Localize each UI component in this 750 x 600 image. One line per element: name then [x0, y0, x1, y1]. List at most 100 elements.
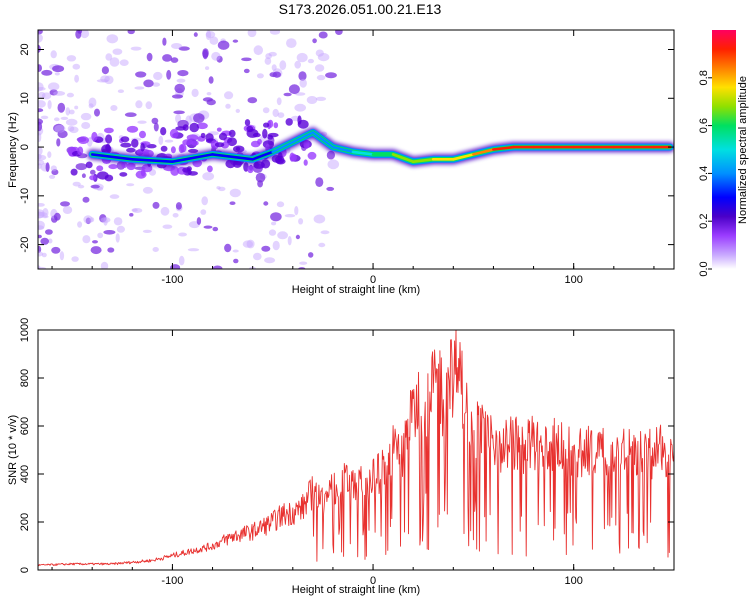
spectrogram-speckle [294, 60, 302, 69]
spectrogram-speckle [295, 234, 300, 240]
spectrogram-speckle [270, 212, 282, 222]
spectrogram-ridge-segment [291, 131, 315, 144]
spectrogram-speckle [272, 71, 281, 78]
spectrogram-speckle [80, 112, 92, 121]
spectrogram-speckle [279, 60, 287, 71]
spectrogram-speckle [178, 144, 185, 154]
spectrogram-speckle [81, 122, 91, 129]
spectrogram-speckle [66, 92, 74, 98]
spectrogram-speckle [263, 201, 269, 206]
spectrogram-speckle [246, 125, 254, 132]
spectrogram-speckle [97, 232, 104, 239]
spectrogram-speckle [173, 110, 185, 115]
spectrogram-speckle [315, 177, 324, 188]
spectrogram-speckle [176, 78, 186, 83]
colorbar-gradient [712, 30, 736, 269]
spectrogram-speckle [273, 122, 279, 129]
spectrogram-y-tick-label: 0 [19, 144, 31, 150]
spectrogram-speckle [200, 132, 206, 139]
spectrogram-speckle [217, 40, 230, 50]
spectrogram-speckle [315, 96, 327, 101]
spectrogram-speckle [74, 105, 79, 110]
spectrogram-speckle [203, 225, 213, 229]
spectrogram-speckle [187, 248, 200, 252]
spectrogram-speckle [38, 33, 43, 43]
spectrogram-speckle [38, 121, 43, 132]
spectrogram-speckle [115, 233, 120, 243]
spectrogram-speckle [129, 213, 134, 217]
spectrogram-speckle [210, 140, 219, 150]
spectrogram-y-tick-label: 10 [19, 92, 31, 104]
spectrogram-speckle [188, 148, 199, 153]
spectrogram-speckle [54, 72, 60, 76]
spectrogram-speckle [252, 252, 262, 261]
spectrogram-speckle [162, 224, 173, 229]
spectrogram-speckle [166, 69, 172, 80]
spectrogram-speckle [82, 235, 91, 244]
spectrogram-noise [38, 30, 343, 269]
spectrogram-speckle [38, 64, 42, 72]
spectrogram-speckle [200, 209, 207, 215]
spectrogram-speckle [255, 172, 266, 183]
spectrogram-speckle [65, 118, 78, 126]
spectrogram-speckle [178, 255, 185, 266]
spectrogram-ridge-segment [131, 158, 174, 163]
spectrogram-speckle [261, 245, 271, 252]
spectrogram-speckle [160, 127, 167, 136]
spectrogram-speckle [297, 115, 302, 125]
spectrogram-speckle [92, 240, 98, 244]
spectrogram-speckle [104, 127, 114, 134]
spectrogram-speckle [65, 107, 71, 116]
spectrogram-speckle [38, 251, 44, 257]
snr-content [38, 330, 674, 567]
spectrogram-ridge-segment [90, 153, 134, 161]
spectrogram-speckle [54, 117, 60, 122]
spectrogram-speckle [170, 57, 179, 63]
spectrogram-speckle [294, 206, 299, 216]
spectrogram-ridge-segment [311, 131, 335, 149]
spectrogram-y-tick-label: -20 [19, 237, 31, 253]
spectrogram-speckle [106, 34, 119, 44]
spectrogram-speckle [110, 105, 118, 111]
spectrogram-speckle [153, 71, 163, 81]
spectrogram-speckle [38, 132, 42, 142]
spectrogram-speckle [243, 68, 250, 74]
spectrogram-speckle [244, 119, 251, 126]
colorbar-tick-label: 0.4 [698, 166, 710, 181]
spectrogram-speckle [50, 50, 57, 59]
colorbar-tick-label: 0.6 [698, 118, 710, 133]
spectrogram-y-tick-label: -10 [19, 188, 31, 204]
spectrogram-speckle [48, 82, 60, 91]
spectrogram-speckle [325, 72, 337, 79]
spectrogram-speckle [277, 112, 285, 118]
spectrogram-speckle [137, 120, 147, 124]
spectrogram-speckle [94, 108, 100, 117]
spectrogram-speckle [75, 163, 88, 171]
spectrogram-speckle [229, 188, 241, 198]
spectrogram-speckle [160, 206, 170, 216]
spectrogram-speckle [45, 229, 53, 235]
spectrogram-speckle [202, 97, 213, 102]
spectrogram-speckle [72, 63, 81, 70]
spectrogram-speckle [77, 221, 83, 228]
snr-y-tick-label: 200 [19, 513, 31, 531]
spectrogram-speckle [135, 170, 147, 179]
spectrogram-speckle [38, 245, 42, 253]
spectrogram-speckle [307, 58, 314, 64]
spectrogram-speckle [151, 117, 159, 125]
spectrogram-speckle [170, 166, 180, 176]
spectrogram-ridge-segment [391, 153, 415, 163]
spectrogram-speckle [209, 36, 219, 45]
spectrogram-speckle [103, 230, 116, 235]
spectrogram-speckle [146, 144, 157, 149]
spectrogram-speckle [90, 184, 100, 189]
spectrogram-speckle [224, 91, 234, 100]
spectrogram-speckle [186, 134, 199, 141]
spectrogram-speckle [131, 208, 138, 212]
spectrogram-speckle [152, 247, 159, 252]
spectrogram-speckle [272, 108, 279, 118]
spectrogram-speckle [269, 30, 281, 35]
spectrogram-speckle [335, 30, 343, 35]
